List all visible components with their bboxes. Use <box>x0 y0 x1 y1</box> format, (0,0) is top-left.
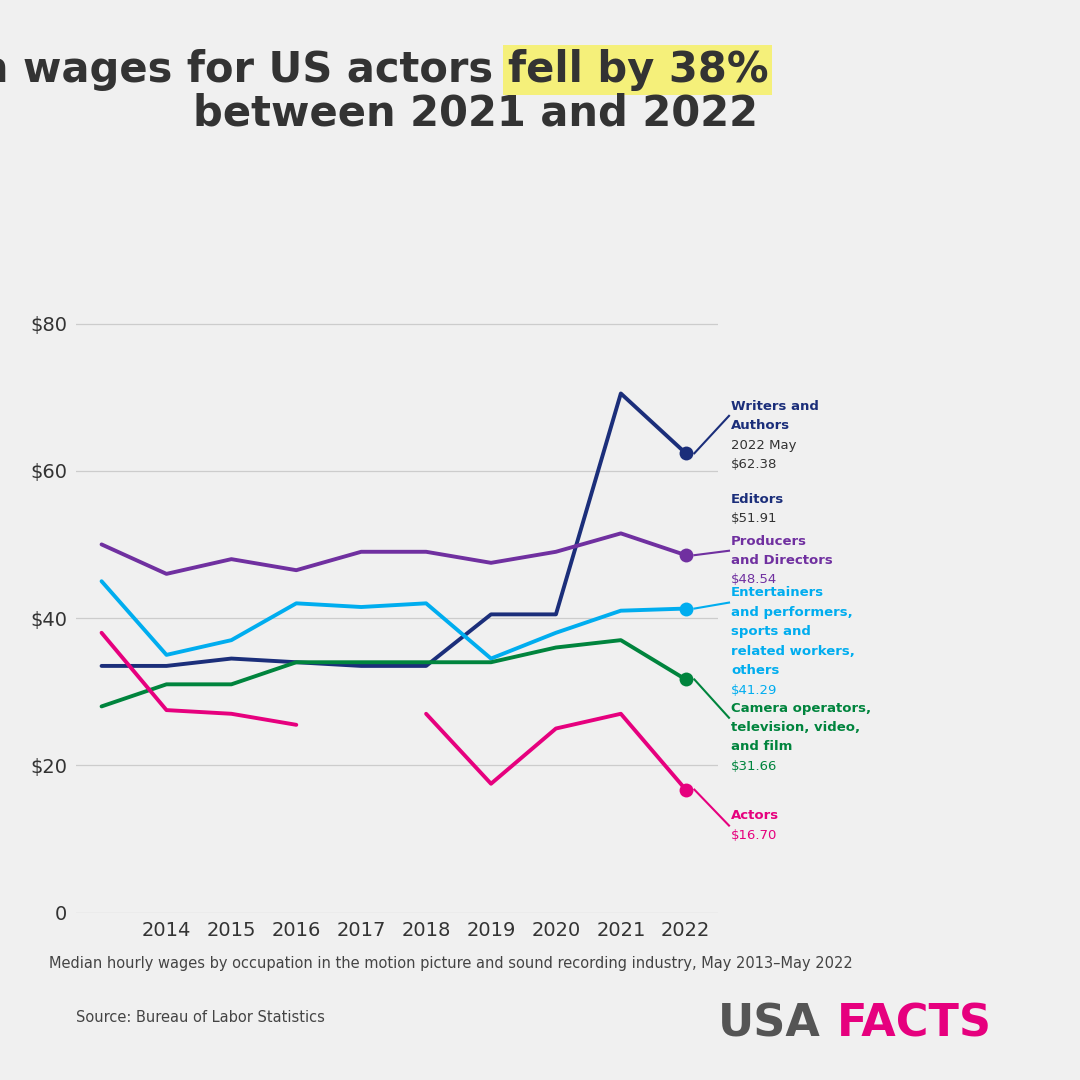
Text: $41.29: $41.29 <box>731 684 778 697</box>
Text: 2022 May: 2022 May <box>731 438 797 451</box>
Text: related workers,: related workers, <box>731 645 855 658</box>
Text: television, video,: television, video, <box>731 721 861 734</box>
Text: sports and: sports and <box>731 625 811 638</box>
Text: $31.66: $31.66 <box>731 760 778 773</box>
Text: Median hourly wages by occupation in the motion picture and sound recording indu: Median hourly wages by occupation in the… <box>49 956 852 971</box>
Text: Camera operators,: Camera operators, <box>731 702 872 715</box>
Text: others: others <box>731 664 780 677</box>
Text: $51.91: $51.91 <box>731 512 778 525</box>
Text: Actors: Actors <box>731 809 780 822</box>
Text: $48.54: $48.54 <box>731 573 778 586</box>
Text: USA: USA <box>718 1002 821 1045</box>
Text: Source: Bureau of Labor Statistics: Source: Bureau of Labor Statistics <box>76 1010 324 1025</box>
Text: and film: and film <box>731 741 793 754</box>
Text: Entertainers: Entertainers <box>731 586 824 599</box>
Text: fell by 38%: fell by 38% <box>508 50 768 91</box>
Text: Median wages for US actors: Median wages for US actors <box>0 50 508 91</box>
Text: and Directors: and Directors <box>731 554 833 567</box>
Text: $62.38: $62.38 <box>731 458 778 471</box>
Text: Producers: Producers <box>731 535 807 548</box>
Text: and performers,: and performers, <box>731 606 853 619</box>
Text: Editors: Editors <box>731 492 784 505</box>
Text: FACTS: FACTS <box>837 1002 993 1045</box>
Text: Authors: Authors <box>731 419 791 432</box>
Text: $16.70: $16.70 <box>731 828 778 841</box>
Text: Writers and: Writers and <box>731 400 819 413</box>
Text: between 2021 and 2022: between 2021 and 2022 <box>192 93 758 134</box>
